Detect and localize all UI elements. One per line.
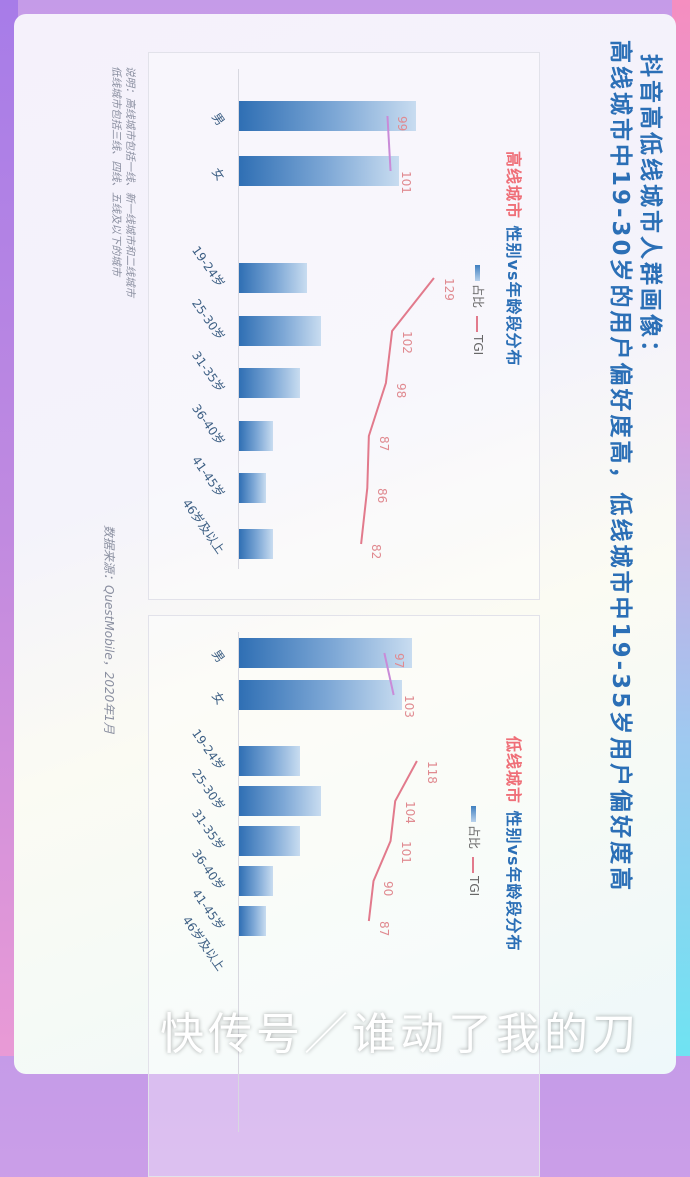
chart-panel-high-tier: 高线城市 性别vs年龄段分布 占比TGI 男 99 女 101 19-24岁 129 25-…: [148, 52, 540, 600]
background-edge-right: [672, 0, 690, 1056]
note-line-1: 说明：高线城市包括一线、新一线城市和二线城市: [124, 66, 136, 297]
title-line-2: 高线城市中19-30岁的用户偏好度高，低线城市中19-35岁用户偏好度高: [607, 40, 633, 894]
tgi-lines: [367, 652, 418, 922]
data-source: 数据来源：QuestMobile，2020年1月: [102, 525, 116, 734]
note-line-2: 低线城市包括三线、四线、五线及以下的城市: [110, 66, 122, 276]
chart-panel-low-tier: 低线城市 性别vs年龄段分布 占比TGI 男 97 女 103 19-24岁 118 25-…: [148, 615, 540, 1177]
infographic-card: [14, 14, 676, 1074]
title-line-1: 抖音高低线城市人群画像：: [637, 54, 663, 366]
tgi-line-age: [367, 760, 418, 922]
tgi-line-age: [360, 277, 435, 545]
tgi-line-sex: [383, 652, 395, 696]
rotated-infographic: 抖音高低线城市人群画像： 高线城市中19-30岁的用户偏好度高，低线城市中19-…: [102, 40, 663, 1177]
watermark: 快传号／谁动了我的刀: [160, 1009, 640, 1060]
tgi-line-sex: [386, 115, 392, 172]
background-edge-left: [0, 0, 18, 1056]
tgi-lines: [360, 115, 435, 545]
